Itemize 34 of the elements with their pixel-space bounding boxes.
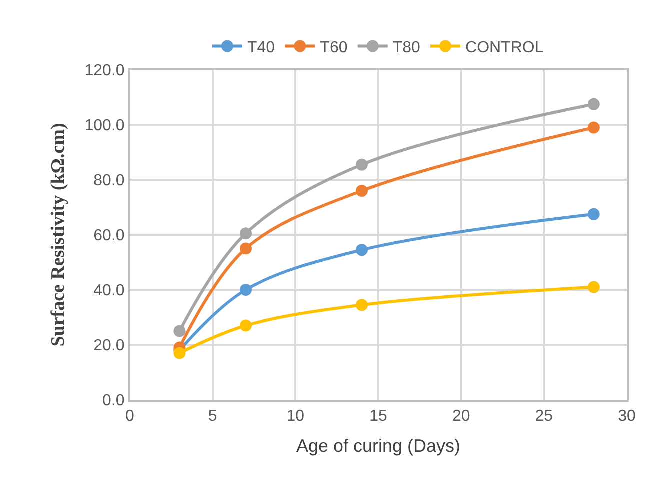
point (174, 325, 186, 338)
point (356, 158, 368, 171)
x-tick-label: 20 (452, 408, 470, 426)
point (240, 320, 252, 332)
point (588, 122, 600, 134)
y-tick-label: 20.0 (94, 338, 125, 355)
y-tick-label: 0.0 (102, 392, 125, 410)
point (240, 228, 252, 240)
x-tick-label: 15 (370, 408, 388, 426)
point (356, 299, 368, 312)
x-axis-title: Age of curing (Days) (296, 436, 461, 456)
legend-label: T60 (320, 40, 348, 57)
legend-label: T80 (392, 40, 421, 57)
point (174, 347, 186, 360)
y-axis-title: Surface Resistivity (kΩ.cm) (48, 123, 70, 347)
point (356, 244, 368, 256)
point (588, 98, 600, 110)
point (588, 208, 600, 220)
x-tick-label: 30 (618, 408, 636, 426)
point (356, 185, 368, 197)
x-tick-label: 25 (535, 408, 554, 426)
y-tick-label: 60.0 (94, 228, 125, 245)
legend-label: T40 (248, 40, 276, 57)
point (588, 281, 600, 294)
x-tick-label: 10 (286, 408, 305, 426)
x-tick-label: 0 (126, 408, 135, 426)
y-tick-label: 80.0 (94, 172, 125, 190)
point (240, 242, 252, 255)
x-tick-label: 5 (208, 408, 218, 426)
y-tick-label: 100.0 (84, 118, 125, 135)
legend-label: CONTROL (466, 40, 544, 57)
point (240, 284, 252, 296)
y-tick-label: 40.0 (94, 282, 125, 300)
y-tick-label: 120.0 (84, 62, 125, 80)
